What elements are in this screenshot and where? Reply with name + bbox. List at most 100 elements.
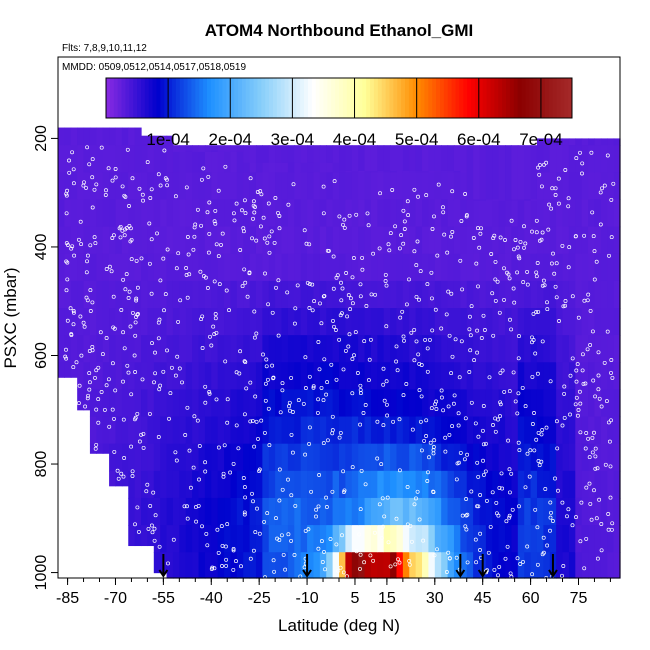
sample-point [276,333,281,338]
heatmap-cell [422,170,430,173]
heatmap-cell [377,226,385,255]
heatmap-cell [479,497,487,526]
sample-point [242,267,247,272]
heatmap-cell [102,416,110,445]
colorbar-segment [272,78,278,118]
heatmap-cell [121,127,129,146]
heatmap-cell [83,226,91,255]
sample-point [362,560,367,565]
sample-point [271,375,276,380]
heatmap-cell [409,226,417,255]
heatmap-cell [236,362,244,391]
sample-point [317,367,322,372]
sample-point [125,147,130,152]
colorbar-segment [183,78,189,118]
heatmap-cell [613,497,621,526]
sample-point [350,357,355,361]
heatmap-cell [485,308,493,336]
heatmap-cell [224,497,232,526]
heatmap-cell [479,226,487,255]
heatmap-cell [434,525,442,553]
heatmap-cell [89,443,97,454]
heatmap-cell [102,362,110,391]
sample-point [350,275,355,280]
heatmap-cell [217,253,225,282]
heatmap-cell [249,389,257,418]
sample-point [311,384,316,389]
heatmap-cell [402,497,410,526]
sample-point [324,505,329,509]
sample-point [130,176,135,181]
sample-point [216,188,221,193]
x-axis-label: Latitude (deg N) [278,616,400,635]
heatmap-cell [498,525,506,553]
sample-point [271,558,276,563]
heatmap-cell [153,389,161,418]
heatmap-cell [121,145,129,173]
heatmap-cell [313,199,321,228]
heatmap-cell [339,226,346,255]
sample-point [357,532,362,537]
heatmap-cell [160,308,168,336]
sample-point [287,400,292,405]
heatmap-cell [492,308,500,336]
sample-point [110,361,115,366]
sample-point [402,219,407,224]
heatmap-cell [236,443,244,472]
heatmap-cell [492,525,500,553]
sample-point [330,414,335,419]
heatmap-cell [594,416,602,445]
heatmap-cell [358,172,366,201]
heatmap-cell [575,253,583,282]
heatmap-cell [422,226,430,255]
heatmap-cell [287,253,295,282]
heatmap-cell [294,335,302,363]
heatmap-cell [543,226,551,255]
heatmap-cell [505,525,513,553]
sample-point [104,188,108,193]
heatmap-cell [351,253,359,282]
heatmap-cell [600,497,608,526]
heatmap-cell [172,525,180,553]
sample-point [322,293,327,298]
heatmap-cell [255,280,263,309]
heatmap-cell [524,497,532,526]
sample-point [354,212,359,217]
heatmap-cell [166,335,174,363]
heatmap-cell [345,335,353,363]
heatmap-cell [102,172,110,201]
heatmap-cell [236,151,244,173]
sample-point [428,440,433,445]
sample-point [81,320,86,325]
sample-point [533,507,538,512]
y-tick-label: 200 [33,125,50,152]
sample-point [573,402,578,407]
sample-point [527,474,532,479]
heatmap-cell [453,362,461,391]
sample-point [493,429,498,434]
sample-point [345,314,350,319]
heatmap-cell [166,280,174,309]
heatmap-cell [594,138,602,146]
sample-point [92,187,97,192]
sample-point [147,221,152,226]
heatmap-cell [505,497,513,526]
colorbar-segment [113,78,119,118]
sample-point [393,224,398,229]
sample-point [494,500,499,505]
sample-point [429,296,434,301]
heatmap-cell [313,226,321,255]
sample-point [88,243,93,248]
heatmap-cell [179,525,187,553]
colorbar-segment [513,78,519,118]
sample-point [407,277,411,282]
sample-point [319,385,324,390]
sample-point [266,201,271,206]
sample-point [184,185,189,190]
sample-point [507,490,512,495]
heatmap-cell [588,226,596,255]
sample-point [593,394,598,399]
sample-point [283,567,288,572]
sample-point [85,253,90,258]
chart-title: ATOM4 Northbound Ethanol_GMI [205,21,474,40]
